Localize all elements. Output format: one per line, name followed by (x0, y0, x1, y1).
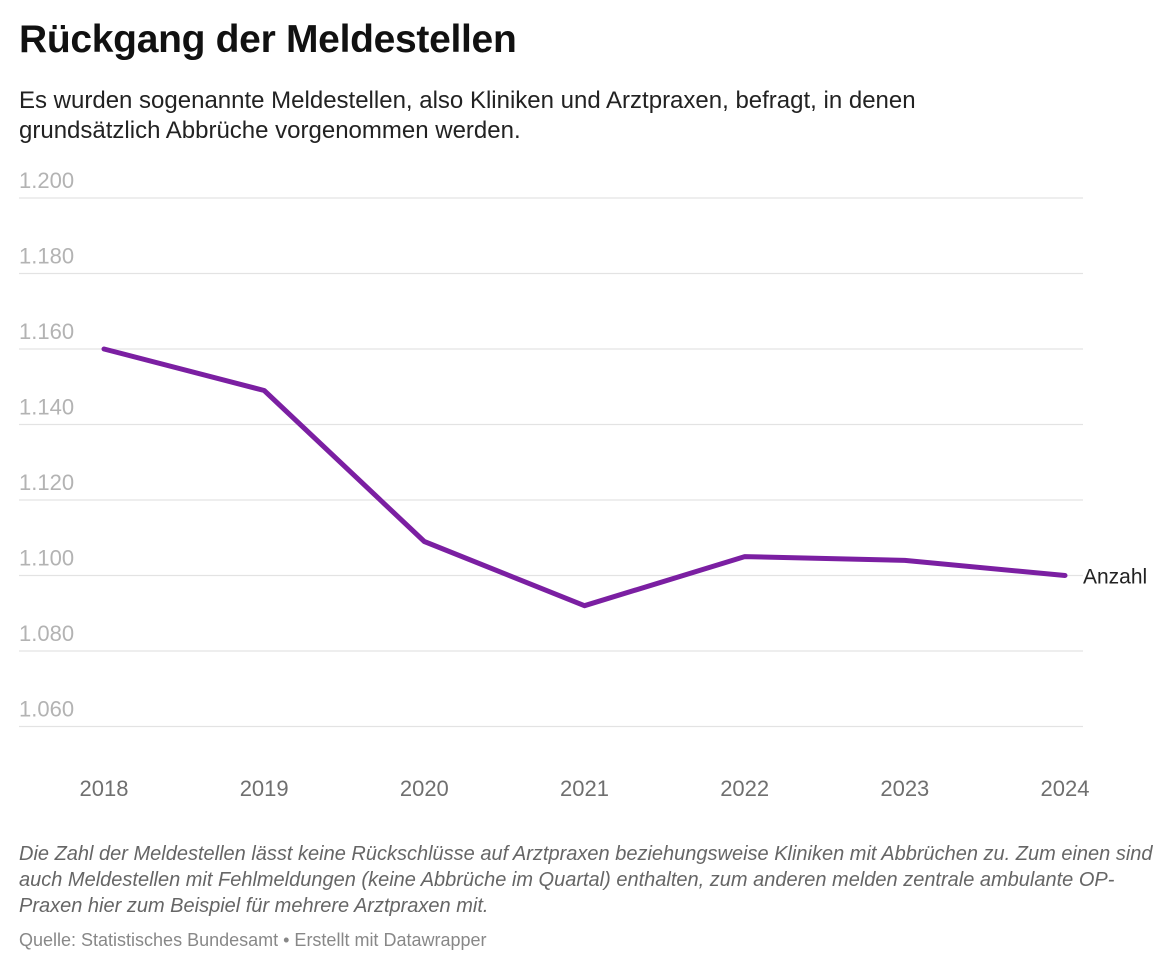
x-tick-label: 2023 (880, 776, 929, 801)
x-tick-label: 2022 (720, 776, 769, 801)
x-tick-label: 2020 (400, 776, 449, 801)
y-tick-label: 1.060 (19, 697, 74, 722)
y-tick-label: 1.100 (19, 546, 74, 571)
source-line: Quelle: Statistisches Bundesamt • Erstel… (19, 930, 487, 950)
y-tick-label: 1.120 (19, 470, 74, 495)
y-tick-label: 1.080 (19, 621, 74, 646)
y-tick-label: 1.200 (19, 168, 74, 193)
chart-subtitle: Es wurden sogenannte Meldestellen, also … (19, 87, 916, 144)
x-tick-label: 2019 (240, 776, 289, 801)
chart-notes: Die Zahl der Meldestellen lässt keine Rü… (19, 843, 1153, 917)
x-axis-ticks: 2018 2019 2020 2021 2022 2023 2024 (80, 776, 1090, 801)
x-tick-label: 2018 (80, 776, 129, 801)
series-line (101, 346, 1068, 609)
series-layer: Anzahl (101, 346, 1147, 609)
y-tick-label: 1.140 (19, 395, 74, 420)
gridlines (19, 197, 1083, 728)
line-chart: 1.200 1.180 1.160 1.140 1.120 1.100 1.080 1.060… (19, 168, 1147, 801)
x-tick-label: 2024 (1041, 776, 1090, 801)
y-axis-ticks: 1.200 1.180 1.160 1.140 1.120 1.100 1.080 1.060 (19, 168, 74, 722)
x-tick-label: 2021 (560, 776, 609, 801)
y-tick-label: 1.160 (19, 319, 74, 344)
y-tick-label: 1.180 (19, 244, 74, 269)
series-label: Anzahl (1083, 566, 1147, 589)
chart-title: Rückgang der Meldestellen (19, 18, 517, 61)
